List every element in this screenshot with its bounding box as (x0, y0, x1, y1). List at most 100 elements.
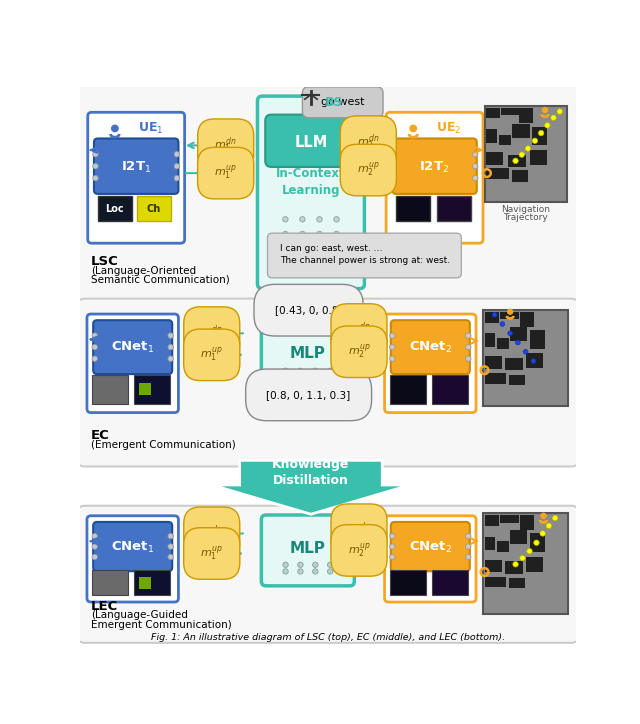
FancyBboxPatch shape (261, 515, 355, 586)
Text: Emergent Communication): Emergent Communication) (91, 620, 232, 630)
Circle shape (283, 216, 288, 222)
Circle shape (516, 340, 520, 345)
Bar (483, 310, 568, 406)
Bar (509, 375, 525, 385)
Text: MLP: MLP (290, 542, 326, 556)
Text: $m_2^{dn}$: $m_2^{dn}$ (357, 132, 380, 152)
Bar (529, 330, 545, 349)
FancyBboxPatch shape (77, 298, 579, 466)
Text: EC: EC (91, 429, 109, 442)
Text: Ch: Ch (147, 203, 161, 214)
Circle shape (390, 356, 395, 361)
Circle shape (519, 152, 524, 157)
Circle shape (546, 523, 552, 529)
Text: LSC: LSC (91, 255, 118, 268)
Circle shape (168, 555, 173, 560)
Circle shape (543, 108, 547, 112)
Circle shape (472, 151, 478, 157)
Bar (139, 382, 151, 395)
Circle shape (538, 130, 544, 136)
Text: UE$_1$: UE$_1$ (138, 121, 164, 136)
Bar (520, 312, 534, 327)
Bar (139, 382, 151, 395)
FancyBboxPatch shape (93, 320, 172, 374)
Circle shape (328, 376, 333, 382)
Bar (529, 534, 545, 552)
Text: Fig. 1: An illustrative diagram of LSC (top), EC (middle), and LEC (bottom).: Fig. 1: An illustrative diagram of LSC (… (151, 633, 505, 642)
Bar (486, 129, 497, 143)
Circle shape (168, 333, 173, 338)
Circle shape (390, 544, 395, 550)
Text: $m_1^{dn}$: $m_1^{dn}$ (200, 324, 223, 343)
Circle shape (334, 261, 339, 266)
FancyBboxPatch shape (257, 96, 364, 289)
Text: CNet$_2$: CNet$_2$ (409, 340, 452, 355)
Bar (501, 108, 520, 115)
Circle shape (317, 231, 322, 237)
Circle shape (283, 569, 288, 574)
Bar (484, 560, 502, 572)
Circle shape (168, 544, 173, 550)
Text: Knowledge
Distillation: Knowledge Distillation (272, 458, 349, 487)
FancyBboxPatch shape (87, 515, 179, 602)
Bar (486, 168, 509, 179)
Text: $m_1^{up}$: $m_1^{up}$ (214, 164, 237, 182)
Circle shape (540, 531, 545, 536)
Text: $m_2^{dn}$: $m_2^{dn}$ (348, 321, 371, 340)
Circle shape (283, 261, 288, 266)
Circle shape (317, 261, 322, 266)
Bar (520, 515, 534, 531)
Circle shape (111, 125, 118, 132)
Bar (497, 541, 509, 552)
Text: [0.8, 0, 1.1, 0.3]: [0.8, 0, 1.1, 0.3] (266, 390, 351, 400)
Text: (Language-Oriented: (Language-Oriented (91, 266, 196, 276)
Circle shape (174, 164, 180, 169)
Circle shape (300, 246, 305, 251)
Circle shape (390, 333, 395, 338)
FancyBboxPatch shape (386, 112, 483, 243)
Text: CNet$_1$: CNet$_1$ (111, 540, 154, 555)
Bar (510, 531, 527, 544)
FancyBboxPatch shape (385, 314, 476, 413)
Bar (486, 152, 503, 164)
Circle shape (551, 115, 556, 120)
FancyBboxPatch shape (77, 506, 579, 643)
Circle shape (532, 138, 538, 143)
Circle shape (312, 569, 318, 574)
Circle shape (92, 333, 97, 338)
Text: MLP: MLP (290, 346, 326, 361)
FancyBboxPatch shape (94, 138, 179, 194)
Circle shape (283, 231, 288, 237)
Bar (139, 576, 151, 589)
Circle shape (300, 231, 305, 237)
Circle shape (552, 515, 558, 521)
Circle shape (93, 151, 98, 157)
Circle shape (531, 358, 536, 363)
Circle shape (410, 125, 417, 132)
Text: Navigation: Navigation (501, 205, 550, 214)
Bar (484, 515, 499, 526)
Bar (527, 353, 543, 368)
Text: $m_1^{up}$: $m_1^{up}$ (200, 346, 223, 364)
Text: CNet$_1$: CNet$_1$ (111, 340, 154, 355)
Text: Loc: Loc (106, 203, 124, 214)
Circle shape (465, 356, 471, 361)
Circle shape (283, 246, 288, 251)
Bar (139, 576, 151, 589)
Circle shape (328, 562, 333, 568)
Bar (500, 312, 520, 319)
FancyBboxPatch shape (391, 522, 470, 571)
Circle shape (283, 376, 288, 382)
Circle shape (283, 368, 288, 374)
Circle shape (312, 562, 318, 568)
Circle shape (328, 368, 333, 374)
Circle shape (92, 555, 97, 560)
Circle shape (298, 368, 303, 374)
Circle shape (508, 331, 513, 336)
Bar (432, 375, 467, 404)
Bar (283, 90, 339, 513)
Circle shape (334, 216, 339, 222)
Text: CNet$_2$: CNet$_2$ (409, 540, 452, 555)
Bar (513, 170, 528, 182)
Text: (Language-Guided: (Language-Guided (91, 610, 188, 620)
